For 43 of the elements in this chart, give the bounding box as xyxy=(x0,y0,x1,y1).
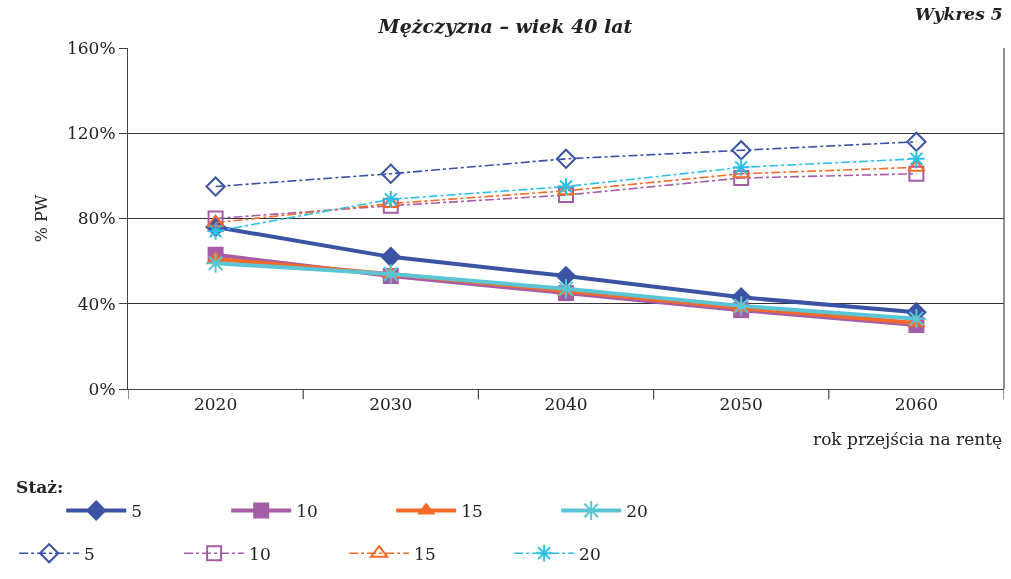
point xyxy=(556,182,576,196)
legend-label: 15 xyxy=(414,543,436,564)
chart-title: Mężczyzna – wiek 40 lat xyxy=(377,14,633,37)
x-tick-label: 2040 xyxy=(544,394,588,415)
x-axis-title: rok przejścia na rentę xyxy=(813,429,1003,449)
point xyxy=(906,131,927,152)
point xyxy=(555,278,577,300)
legend-label: 10 xyxy=(296,501,318,522)
point xyxy=(731,140,752,161)
x-tick-label: 2050 xyxy=(719,394,763,415)
point xyxy=(205,176,226,197)
y-tick-label: 40% xyxy=(77,293,116,314)
legend-title: Staż: xyxy=(16,476,64,497)
legend-label: 10 xyxy=(249,543,271,564)
y-tick-label: 160% xyxy=(66,37,116,58)
point xyxy=(908,165,925,182)
x-tick-label: 2060 xyxy=(894,394,939,415)
point xyxy=(556,177,576,196)
x-tick-label: 2030 xyxy=(369,394,413,415)
point xyxy=(381,189,401,209)
point xyxy=(907,149,926,169)
x-tick-label: 2020 xyxy=(193,394,238,415)
legend-label: 20 xyxy=(579,543,601,564)
point xyxy=(380,263,402,285)
y-tick-label: 0% xyxy=(88,378,116,399)
y-tick-label: 80% xyxy=(77,208,116,229)
legend-label: 15 xyxy=(461,501,483,522)
point xyxy=(731,157,751,177)
point xyxy=(555,265,577,287)
point xyxy=(730,295,752,317)
point xyxy=(380,163,401,184)
legend-label: 20 xyxy=(626,501,648,522)
point xyxy=(558,187,574,204)
legend-label: 5 xyxy=(84,543,95,564)
point xyxy=(733,170,750,187)
text: Wykres 5 xyxy=(915,4,1003,24)
point xyxy=(206,221,225,241)
point xyxy=(380,246,402,268)
point xyxy=(555,148,577,169)
y-axis-title: % PW xyxy=(31,194,51,243)
legend-label: 5 xyxy=(131,501,143,522)
y-tick-label: 120% xyxy=(66,123,116,144)
point xyxy=(206,214,225,228)
